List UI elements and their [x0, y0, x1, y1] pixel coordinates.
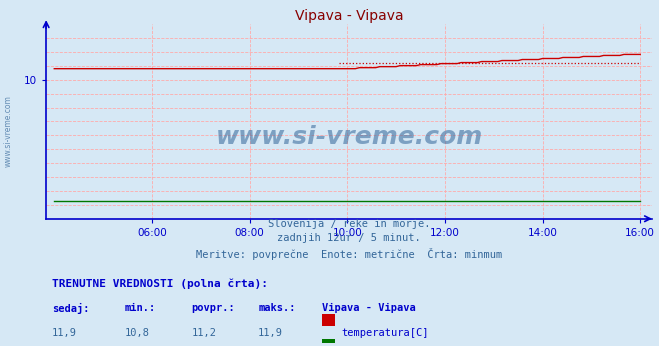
Text: povpr.:: povpr.:	[192, 303, 235, 313]
Text: Slovenija / reke in morje.
zadnjih 12ur / 5 minut.
Meritve: povprečne  Enote: me: Slovenija / reke in morje. zadnjih 12ur …	[196, 219, 502, 260]
Text: maks.:: maks.:	[258, 303, 296, 313]
Text: temperatura[C]: temperatura[C]	[341, 328, 429, 338]
Text: Vipava - Vipava: Vipava - Vipava	[322, 303, 416, 313]
Text: min.:: min.:	[125, 303, 156, 313]
Text: TRENUTNE VREDNOSTI (polna črta):: TRENUTNE VREDNOSTI (polna črta):	[52, 278, 268, 289]
Text: 11,9: 11,9	[52, 328, 77, 338]
FancyBboxPatch shape	[322, 314, 335, 326]
FancyBboxPatch shape	[322, 339, 335, 346]
Text: www.si-vreme.com: www.si-vreme.com	[215, 125, 483, 149]
Text: 11,9: 11,9	[258, 328, 283, 338]
Text: 10,8: 10,8	[125, 328, 150, 338]
Text: 11,2: 11,2	[191, 328, 216, 338]
Text: sedaj:: sedaj:	[52, 303, 90, 314]
Text: www.si-vreme.com: www.si-vreme.com	[3, 95, 13, 167]
Title: Vipava - Vipava: Vipava - Vipava	[295, 9, 403, 23]
